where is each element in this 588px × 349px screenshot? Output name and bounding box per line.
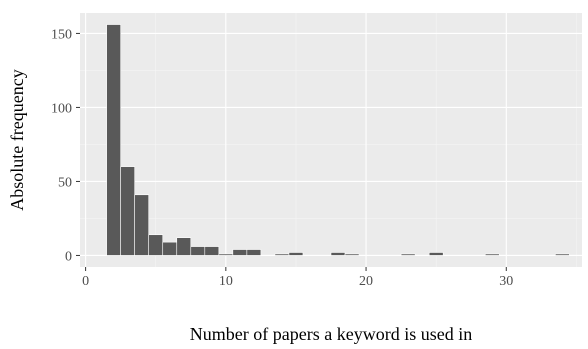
y-tick-label: 150 [51,27,72,42]
histogram-bar [246,249,262,256]
x-axis-ticks: 0 10 20 30 [82,267,513,289]
grid-lines [80,13,582,267]
histogram-bar [134,194,150,256]
histogram-bar [288,252,304,256]
histogram-bar [484,253,500,256]
histogram-bar [162,241,178,256]
histogram-bar [218,253,234,256]
plot-panel [80,13,582,267]
histogram-bar [190,246,206,256]
histogram-bar [428,252,444,256]
histogram-bar [400,253,416,256]
y-tick-label: 50 [58,175,72,190]
x-tick-label: 30 [499,274,513,289]
histogram-bar [555,253,570,256]
x-tick-label: 0 [82,274,89,289]
y-tick-label: 0 [65,249,72,264]
y-axis-title: Absolute frequency [7,69,27,210]
x-axis-title: Number of papers a keyword is used in [190,324,472,344]
histogram-bar [106,24,121,256]
x-tick-label: 20 [359,274,373,289]
x-tick-label: 10 [219,274,233,289]
histogram-bar [148,234,164,256]
histogram-bar [232,249,248,256]
y-axis-ticks: 0 50 100 150 [51,27,80,264]
histogram-bar [204,246,220,256]
histogram-bar [330,252,346,256]
histogram-bar [120,166,135,256]
histogram-bar [176,237,192,256]
histogram-bar [344,253,360,256]
histogram-bar [274,253,290,256]
bars [106,24,570,256]
y-tick-label: 100 [51,101,72,116]
